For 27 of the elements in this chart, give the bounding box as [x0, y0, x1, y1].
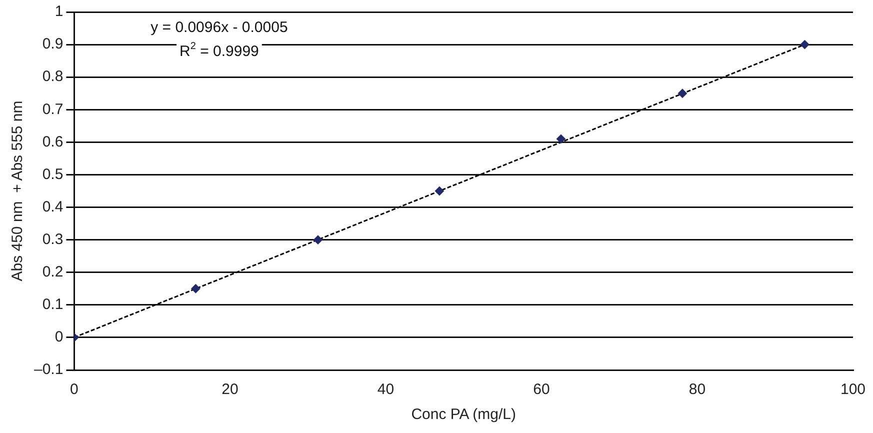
y-tick-label: 0.2	[42, 264, 64, 281]
y-tick-label: 0.1	[42, 296, 64, 314]
point	[434, 186, 444, 196]
annotation: y = 0.0096x - 0.0005	[150, 19, 288, 36]
x-tick-label: 100	[840, 381, 866, 398]
point	[678, 88, 687, 98]
y-tick-label: –0.1	[34, 361, 64, 378]
point	[191, 284, 200, 294]
x-axis-title: Conc PA (mg/L)	[411, 406, 516, 424]
y-tick-label: 0.3	[42, 230, 64, 248]
y-tick-label: 0.8	[42, 68, 64, 86]
x-tick-label: 20	[222, 381, 238, 398]
point	[313, 235, 322, 244]
y-tick-label: 0.9	[42, 36, 64, 53]
y-axis-title: Abs 450 nm + Abs 555 nm	[9, 100, 26, 282]
y-tick-label: 1	[54, 3, 64, 20]
x-tick-label: 80	[688, 381, 706, 398]
x-tick-label: 60	[533, 381, 550, 398]
y-tick-label: 0.7	[42, 100, 64, 118]
x-tick-label: 0	[70, 381, 78, 398]
y-tick-label: 0.4	[42, 198, 64, 216]
point	[800, 40, 810, 50]
y-tick-label: 0.5	[42, 166, 64, 183]
point	[556, 134, 566, 144]
y-tick-label: 0.6	[42, 133, 64, 150]
y-tick-label: 0	[54, 328, 64, 346]
x-tick-label: 40	[377, 381, 394, 398]
